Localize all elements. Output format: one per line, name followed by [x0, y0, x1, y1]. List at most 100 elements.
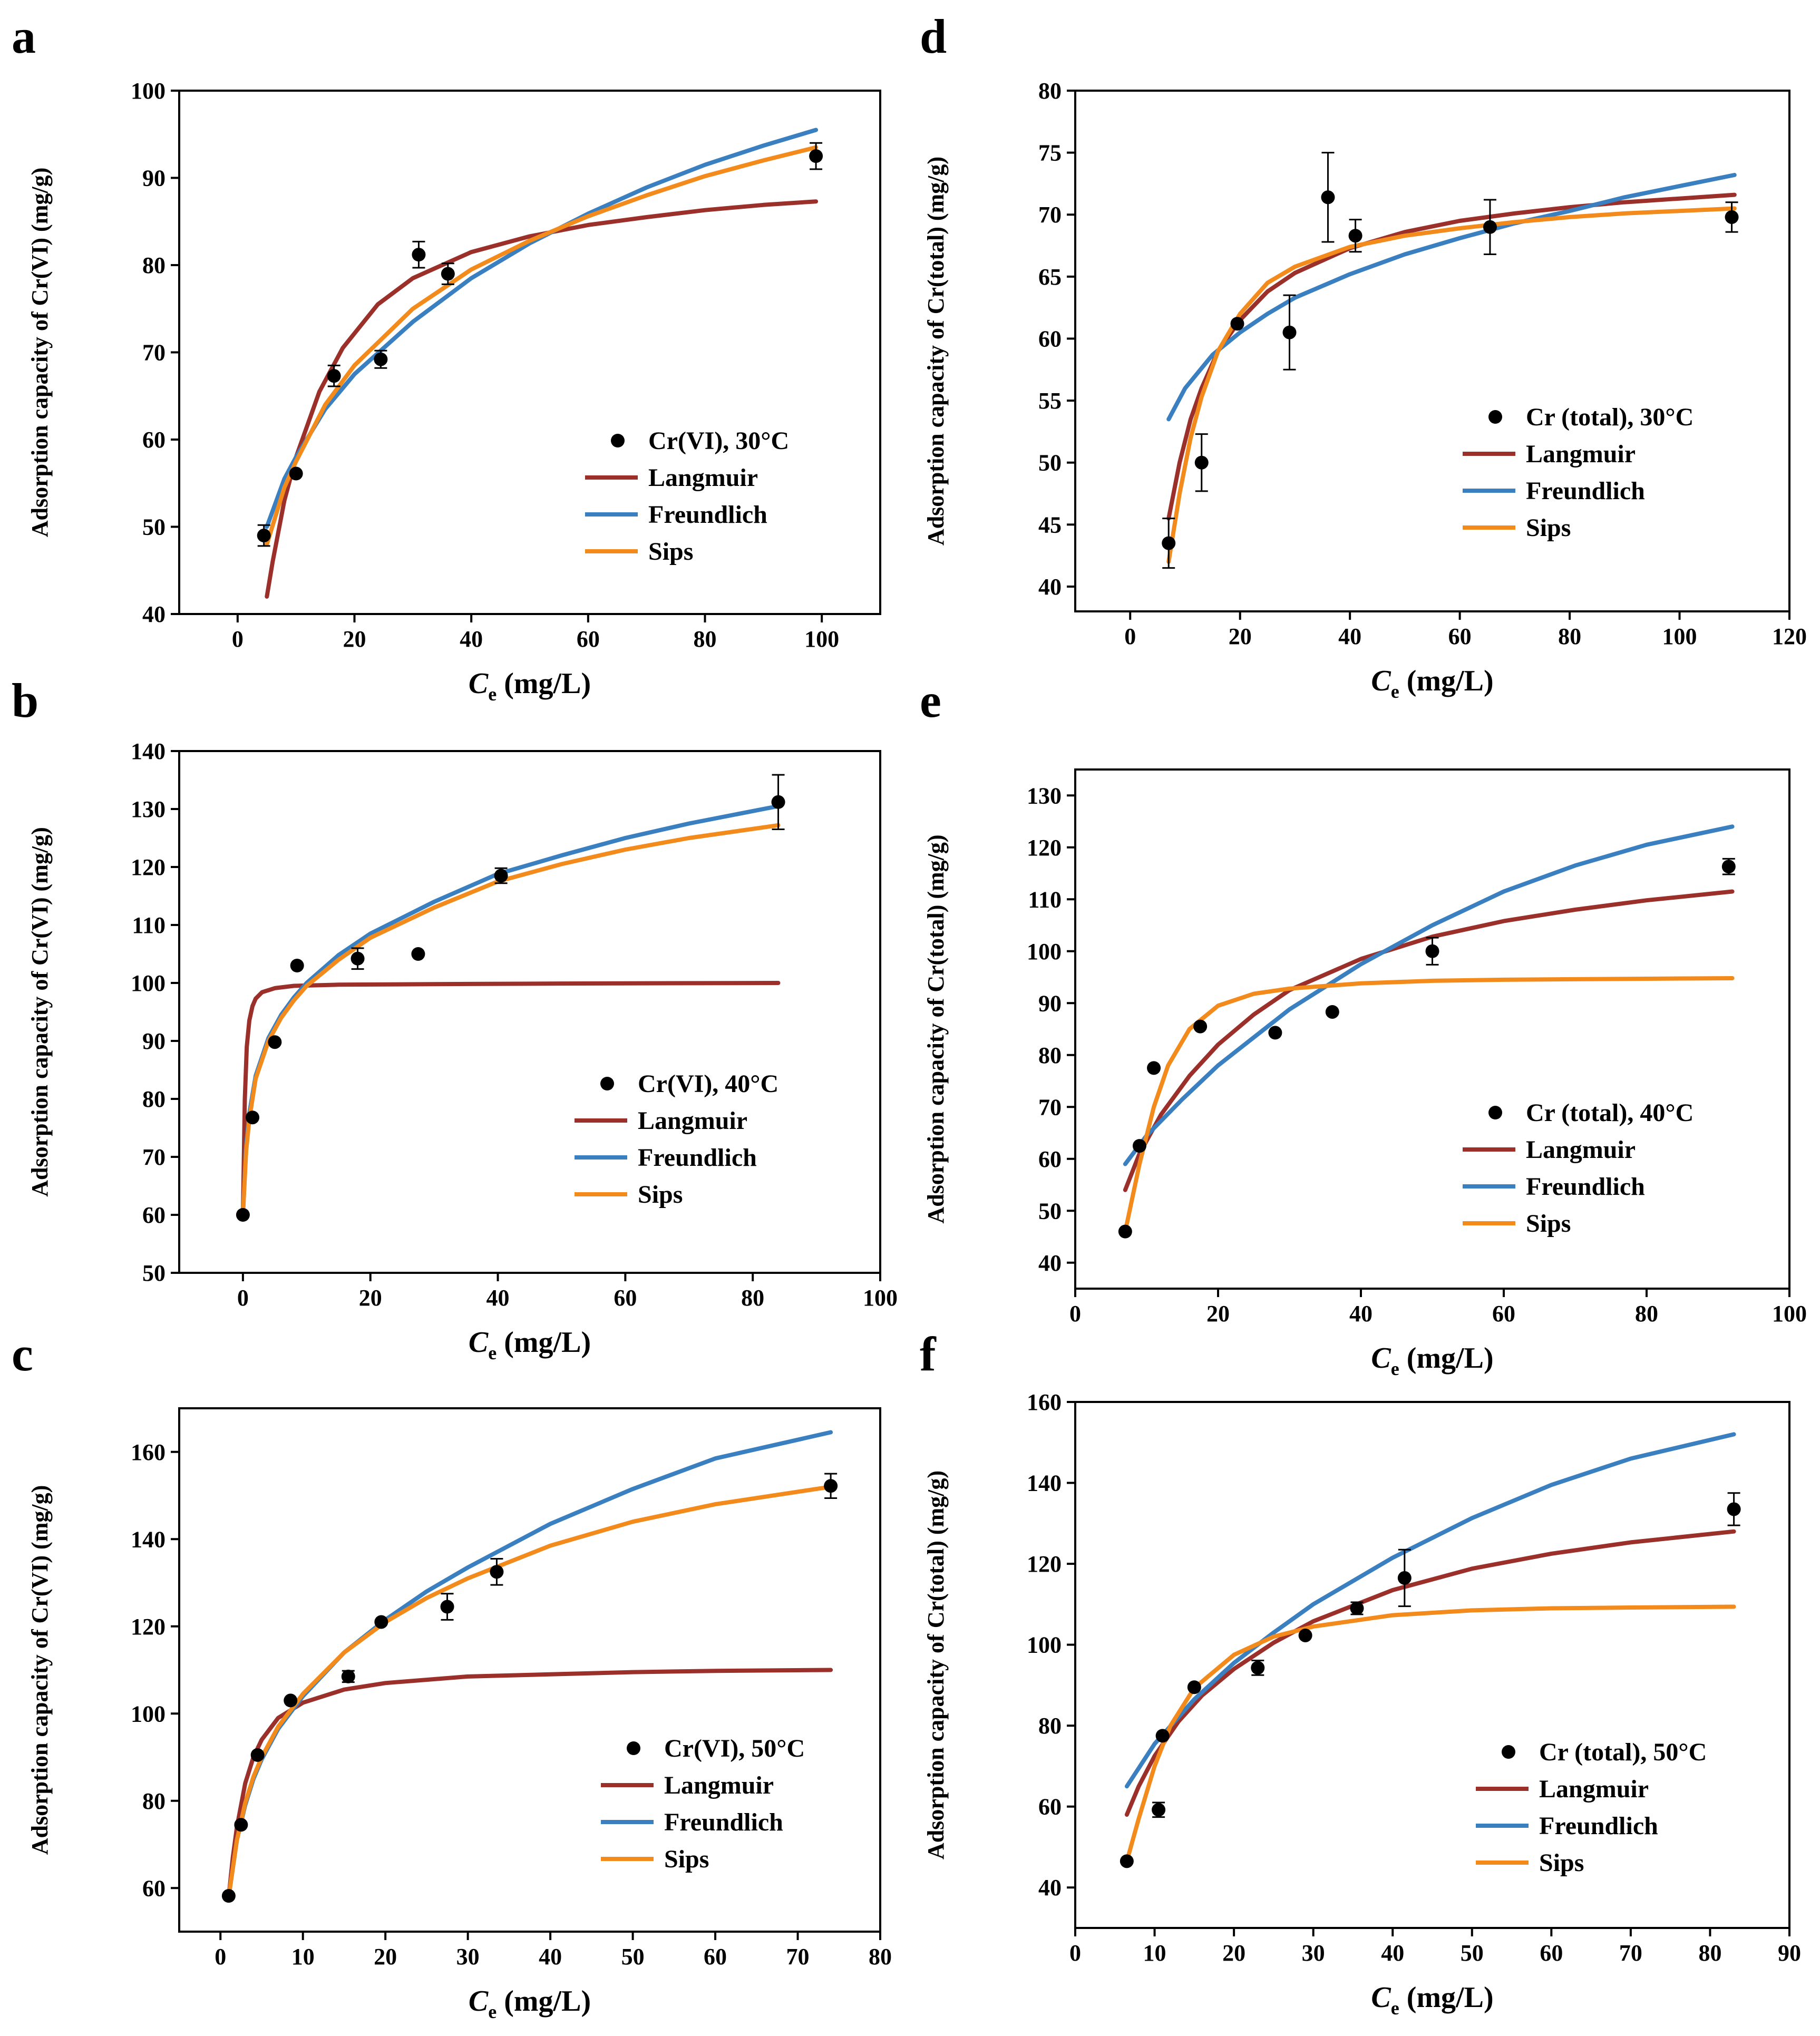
y-tick-label: 100: [131, 78, 166, 104]
y-tick-label: 100: [131, 1701, 166, 1727]
x-axis-label-base: C: [1371, 1342, 1391, 1375]
data-point: [1120, 1854, 1134, 1868]
x-axis-label-subscript: e: [488, 2001, 497, 2022]
legend-label-freundlich: Freundlich: [1526, 1173, 1645, 1201]
y-tick-label: 80: [1038, 78, 1062, 104]
y-tick-label: 40: [142, 601, 166, 627]
series-line-sips: [1124, 1604, 1736, 1864]
x-tick-label: 60: [614, 1285, 637, 1311]
x-axis-label: Ce (mg/L): [1371, 665, 1493, 702]
y-tick-label: 60: [1038, 326, 1062, 352]
y-tick-label: 130: [1027, 783, 1062, 808]
y-tick-label: 80: [142, 1788, 166, 1814]
x-tick-label: 80: [1635, 1301, 1658, 1327]
x-tick-label: 10: [291, 1944, 315, 1970]
legend-label-sips: Sips: [1526, 514, 1571, 542]
legend-title: Cr(VI), 40°C: [638, 1070, 778, 1098]
y-tick-label: 75: [1038, 140, 1062, 166]
x-axis-label-base: C: [469, 667, 489, 700]
x-axis-label: Ce (mg/L): [469, 1985, 591, 2022]
y-axis-label: Adsorption capacity of Cr(VI) (mg/g): [27, 827, 53, 1196]
data-point: [221, 1889, 236, 1903]
x-tick-label: 20: [1229, 624, 1252, 649]
x-tick-label: 30: [456, 1944, 480, 1970]
x-tick-label: 20: [1206, 1301, 1230, 1327]
data-point: [1321, 190, 1335, 204]
legend-label-sips: Sips: [1539, 1849, 1584, 1877]
y-tick-label: 140: [1027, 1470, 1062, 1496]
data-point: [1118, 1224, 1132, 1239]
y-tick-label: 120: [1027, 835, 1062, 861]
data-point: [1483, 220, 1497, 234]
panel-letter: c: [12, 1327, 33, 1381]
panel-letter: e: [920, 674, 941, 727]
series-line-sips: [265, 145, 819, 547]
y-tick-label: 160: [1027, 1389, 1062, 1415]
x-axis-label-base: C: [1371, 1981, 1391, 2014]
data-point: [1282, 325, 1297, 339]
data-point: [1727, 1502, 1741, 1516]
x-axis-label-unit: (mg/L): [497, 1985, 591, 2018]
legend-label-langmuir: Langmuir: [1539, 1775, 1649, 1803]
legend-marker: [1502, 1745, 1515, 1759]
data-point: [1187, 1680, 1201, 1694]
panel-letter: b: [12, 674, 38, 727]
legend-label-freundlich: Freundlich: [648, 501, 767, 529]
data-point: [494, 869, 508, 883]
y-tick-label: 100: [1027, 1632, 1062, 1658]
y-tick-label: 80: [142, 252, 166, 278]
x-tick-label: 40: [1338, 624, 1361, 649]
data-point: [1155, 1729, 1170, 1743]
data-point: [412, 248, 426, 262]
plot-frame: [178, 750, 881, 1274]
data-point: [327, 369, 341, 383]
x-tick-label: 40: [1381, 1940, 1404, 1966]
y-axis-label: Adsorption capacity of Cr(total) (mg/g): [923, 157, 949, 545]
legend-label-langmuir: Langmuir: [638, 1107, 747, 1135]
chart-panel-e: e 0 20 40 60 80 100 40 50 60 70 80 90 100 110 120 130 Ads…: [920, 674, 1807, 1379]
y-axis-label: Adsorption capacity of Cr(VI) (mg/g): [27, 1485, 53, 1855]
series-line-langmuir: [265, 199, 819, 599]
legend-label-sips: Sips: [664, 1845, 709, 1873]
data-point: [1132, 1139, 1146, 1153]
legend-label-sips: Sips: [648, 538, 693, 566]
x-tick-label: 60: [704, 1944, 727, 1970]
x-axis-label-subscript: e: [488, 684, 497, 705]
y-tick-label: 80: [1038, 1043, 1062, 1068]
x-tick-label: 40: [539, 1944, 562, 1970]
legend-label-langmuir: Langmuir: [664, 1771, 774, 1799]
legend-title: Cr (total), 30°C: [1526, 403, 1694, 431]
y-tick-label: 140: [131, 1526, 166, 1552]
x-tick-label: 80: [694, 626, 717, 652]
series-line-sips: [240, 823, 781, 1217]
legend-label-langmuir: Langmuir: [1526, 1136, 1636, 1164]
legend-marker: [600, 1077, 614, 1090]
y-axis-label: Adsorption capacity of Cr(VI) (mg/g): [27, 168, 53, 537]
x-axis-label: Ce (mg/L): [1371, 1981, 1493, 2019]
data-point: [1325, 1005, 1339, 1019]
x-tick-label: 0: [1069, 1301, 1081, 1327]
y-tick-label: 60: [142, 1202, 166, 1228]
data-point: [1298, 1628, 1312, 1642]
x-tick-label: 120: [1772, 624, 1807, 649]
legend-label-freundlich: Freundlich: [638, 1144, 757, 1172]
legend-title: Cr(VI), 30°C: [648, 427, 789, 455]
y-tick-label: 60: [142, 427, 166, 453]
x-tick-label: 80: [1698, 1940, 1721, 1966]
data-point: [1397, 1571, 1412, 1585]
y-tick-label: 100: [131, 970, 166, 996]
data-point: [1268, 1026, 1282, 1040]
legend-marker: [627, 1741, 640, 1755]
y-axis-label: Adsorption capacity of Cr(total) (mg/g): [923, 1470, 949, 1859]
legend-label-freundlich: Freundlich: [1539, 1812, 1658, 1840]
data-point: [490, 1565, 504, 1579]
chart-panel-c: c 0 10 20 30 40 50 60 70 80 60 80 100 120 140 160 Adsorp…: [12, 1327, 892, 2022]
y-tick-label: 70: [142, 340, 166, 366]
x-axis-label-base: C: [1371, 665, 1391, 697]
data-point: [341, 1669, 355, 1683]
x-tick-label: 20: [1222, 1940, 1245, 1966]
y-tick-label: 80: [1038, 1713, 1062, 1739]
data-point: [1230, 317, 1244, 331]
chart-panel-d: d 0 20 40 60 80 100 120 40 45 50 55 60 65 70 75 80 Adsorp…: [920, 9, 1807, 702]
